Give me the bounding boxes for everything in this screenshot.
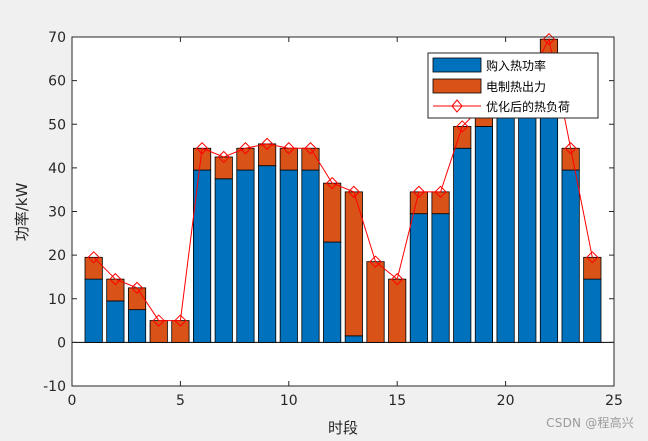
x-tick-label: 15 xyxy=(388,393,406,409)
bar-electric xyxy=(366,261,385,343)
legend: 购入热功率 电制热出力 优化后的热负荷 xyxy=(427,52,599,119)
load-marker xyxy=(109,272,122,286)
bar-purchased xyxy=(323,241,342,343)
load-marker xyxy=(456,120,469,133)
watermark: CSDN @程高兴 xyxy=(546,416,634,430)
bar-electric xyxy=(279,147,298,171)
x-tick-label: 25 xyxy=(605,393,623,409)
y-tick-label: 10 xyxy=(48,292,66,308)
bar-purchased xyxy=(431,213,450,343)
x-axis-label: 时段 xyxy=(328,419,358,437)
bar-purchased xyxy=(301,169,320,343)
load-marker xyxy=(564,142,577,155)
load-marker xyxy=(174,314,187,327)
x-tick-label: 0 xyxy=(68,393,77,409)
bar-purchased xyxy=(106,300,125,343)
bar-purchased xyxy=(127,309,147,343)
load-marker xyxy=(369,255,382,268)
bar-electric xyxy=(583,256,602,280)
bar-electric xyxy=(171,320,190,343)
bar-electric xyxy=(236,147,255,171)
load-marker xyxy=(434,185,447,199)
load-marker xyxy=(195,142,209,155)
load-marker xyxy=(152,314,165,327)
bar-purchased xyxy=(518,106,537,343)
bar-purchased xyxy=(496,106,515,343)
bar-purchased xyxy=(84,278,103,343)
bar-electric xyxy=(561,147,580,171)
bar-purchased xyxy=(214,178,233,343)
bar-electric xyxy=(409,191,428,215)
load-marker xyxy=(586,251,599,264)
legend-label-purchased: 购入热功率 xyxy=(486,58,546,73)
load-marker xyxy=(282,142,296,155)
bar-purchased xyxy=(583,278,602,343)
bar-electric xyxy=(323,182,342,243)
bar-electric xyxy=(106,278,125,302)
load-marker xyxy=(390,272,404,286)
y-tick-label: 0 xyxy=(57,335,66,351)
y-tick-label: 60 xyxy=(48,74,66,90)
x-tick-label: 20 xyxy=(497,393,515,409)
x-tick-label: 5 xyxy=(176,393,185,409)
bar-electric xyxy=(127,287,147,311)
bar-electric xyxy=(214,156,233,180)
legend-marker-load xyxy=(451,99,463,113)
y-axis-label: 功率/kW xyxy=(13,183,31,242)
x-tick-label: 10 xyxy=(280,393,298,409)
load-marker xyxy=(325,176,339,190)
y-tick-label: 40 xyxy=(48,161,66,177)
bar-electric xyxy=(149,320,168,343)
bar-purchased xyxy=(236,169,255,343)
bar-purchased xyxy=(258,165,277,343)
y-tick-label: 20 xyxy=(48,248,66,264)
load-marker xyxy=(217,150,230,164)
bar-electric xyxy=(344,191,363,337)
ticks xyxy=(71,36,615,387)
y-tick-label: -10 xyxy=(43,379,66,395)
bar-electric xyxy=(388,278,407,343)
bar-purchased xyxy=(409,213,428,343)
legend-label-electric: 电制热出力 xyxy=(486,80,546,94)
load-marker xyxy=(130,281,144,295)
load-marker xyxy=(87,251,100,264)
load-marker xyxy=(260,137,274,151)
bar-purchased xyxy=(453,147,472,343)
load-marker xyxy=(347,185,361,199)
bar-purchased xyxy=(474,126,493,343)
bar-electric xyxy=(84,256,103,280)
bar-electric xyxy=(301,147,320,171)
load-marker xyxy=(412,185,426,199)
y-tick-label: 70 xyxy=(48,30,66,46)
bars xyxy=(84,38,602,343)
bar-purchased xyxy=(344,335,363,343)
legend-label-load: 优化后的热负荷 xyxy=(486,99,570,114)
y-tick-label: 30 xyxy=(48,205,66,221)
y-tick-label: 50 xyxy=(48,117,66,133)
legend-swatch-electric xyxy=(432,78,482,94)
legend-swatch-purchased xyxy=(432,57,482,73)
bar-electric xyxy=(431,191,450,215)
load-marker xyxy=(304,142,317,155)
bar-purchased xyxy=(279,169,298,343)
bar-purchased xyxy=(561,169,580,343)
bar-electric xyxy=(258,143,277,167)
load-marker xyxy=(239,142,252,155)
